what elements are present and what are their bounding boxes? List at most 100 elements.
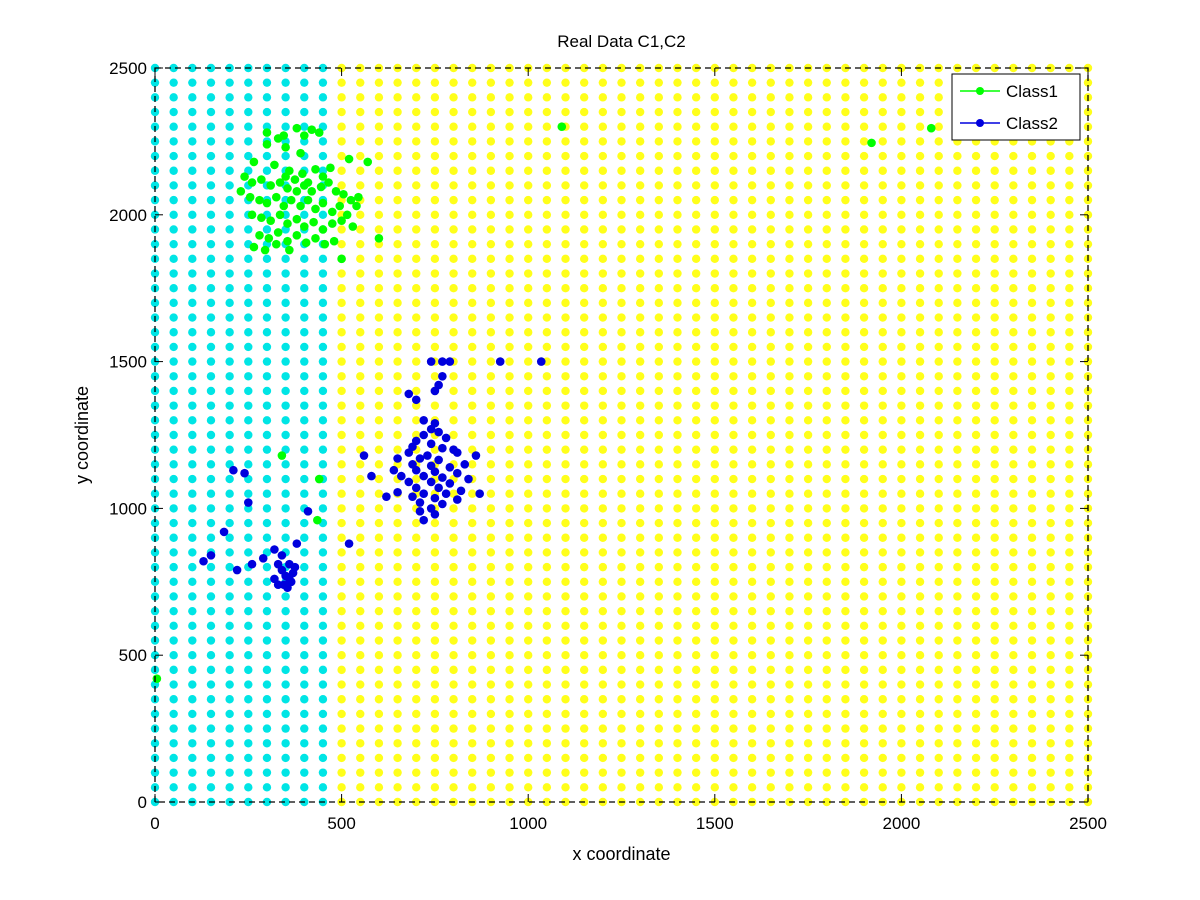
data-point [415, 507, 425, 516]
data-point [271, 239, 281, 249]
grid-point [841, 504, 850, 513]
grid-point [841, 518, 850, 528]
grid-point [915, 768, 925, 777]
grid-point [953, 151, 962, 161]
grid-point [859, 783, 869, 792]
grid-point [1065, 181, 1074, 190]
grid-point [691, 665, 701, 675]
grid-point [1065, 695, 1074, 704]
grid-point [374, 298, 384, 308]
grid-point [635, 298, 645, 308]
grid-point [449, 78, 458, 87]
grid-point [897, 783, 906, 792]
grid-point [356, 313, 365, 322]
grid-point [971, 739, 981, 748]
grid-point [635, 151, 645, 161]
grid-point [262, 680, 272, 689]
grid-point [505, 269, 514, 278]
grid-point [412, 416, 421, 425]
grid-point [897, 504, 906, 513]
grid-point [244, 695, 253, 704]
grid-point [412, 328, 421, 337]
grid-point [766, 225, 775, 234]
grid-point [412, 225, 421, 234]
grid-point [300, 474, 309, 484]
grid-point [281, 254, 290, 264]
grid-point [785, 651, 794, 660]
grid-point [225, 78, 234, 87]
grid-point [673, 225, 682, 234]
grid-point [841, 489, 850, 498]
grid-point [729, 195, 738, 205]
grid-point [356, 592, 365, 601]
grid-point [318, 78, 328, 87]
grid-point [244, 533, 253, 542]
data-point [283, 184, 292, 193]
grid-point [318, 107, 328, 117]
grid-point [300, 430, 309, 440]
grid-point [803, 518, 813, 528]
grid-point [1009, 533, 1018, 542]
grid-point [785, 460, 794, 469]
grid-point [859, 680, 869, 689]
grid-point [300, 665, 309, 675]
grid-point [785, 504, 794, 513]
grid-point [822, 680, 831, 689]
grid-point [953, 753, 962, 763]
grid-point [412, 181, 421, 190]
grid-point [803, 709, 813, 719]
grid-point [1009, 739, 1018, 748]
grid-point [710, 460, 719, 469]
grid-point [412, 680, 421, 689]
data-point [309, 217, 318, 227]
grid-point [915, 372, 925, 381]
grid-point [785, 225, 794, 234]
grid-point [393, 430, 402, 440]
grid-point [542, 269, 552, 278]
grid-point [654, 239, 664, 249]
grid-point [468, 181, 477, 190]
grid-point [561, 239, 570, 249]
grid-point [374, 151, 384, 161]
grid-point [822, 195, 831, 205]
data-point [219, 527, 229, 537]
grid-point [729, 430, 738, 440]
grid-point [729, 753, 738, 763]
data-point [329, 236, 339, 246]
grid-point [822, 166, 831, 175]
grid-point [598, 548, 608, 557]
grid-point [1027, 753, 1037, 763]
data-point [286, 577, 296, 587]
grid-point [281, 533, 290, 542]
grid-point [412, 401, 421, 410]
grid-point [785, 416, 794, 425]
grid-point [468, 195, 477, 205]
grid-point [281, 651, 290, 660]
grid-point [878, 606, 887, 616]
grid-point [412, 695, 421, 704]
grid-point [1065, 651, 1074, 660]
grid-point [766, 357, 775, 366]
grid-point [1065, 298, 1074, 308]
x-tick-label: 1000 [509, 814, 547, 833]
data-point [314, 474, 324, 484]
grid-point [393, 357, 402, 366]
grid-point [971, 768, 981, 777]
grid-point [691, 606, 701, 616]
grid-point [486, 430, 496, 440]
grid-point [561, 680, 570, 689]
grid-point [468, 210, 477, 219]
grid-point [878, 577, 887, 586]
grid-point [225, 709, 234, 719]
grid-point [412, 533, 421, 542]
grid-point [971, 606, 981, 616]
grid-point [1083, 137, 1093, 146]
grid-point [635, 489, 645, 498]
grid-point [244, 254, 253, 264]
grid-point [710, 239, 719, 249]
grid-point [766, 107, 775, 117]
grid-point [206, 195, 216, 205]
grid-point [635, 195, 645, 205]
grid-point [225, 298, 234, 308]
grid-point [934, 166, 943, 175]
